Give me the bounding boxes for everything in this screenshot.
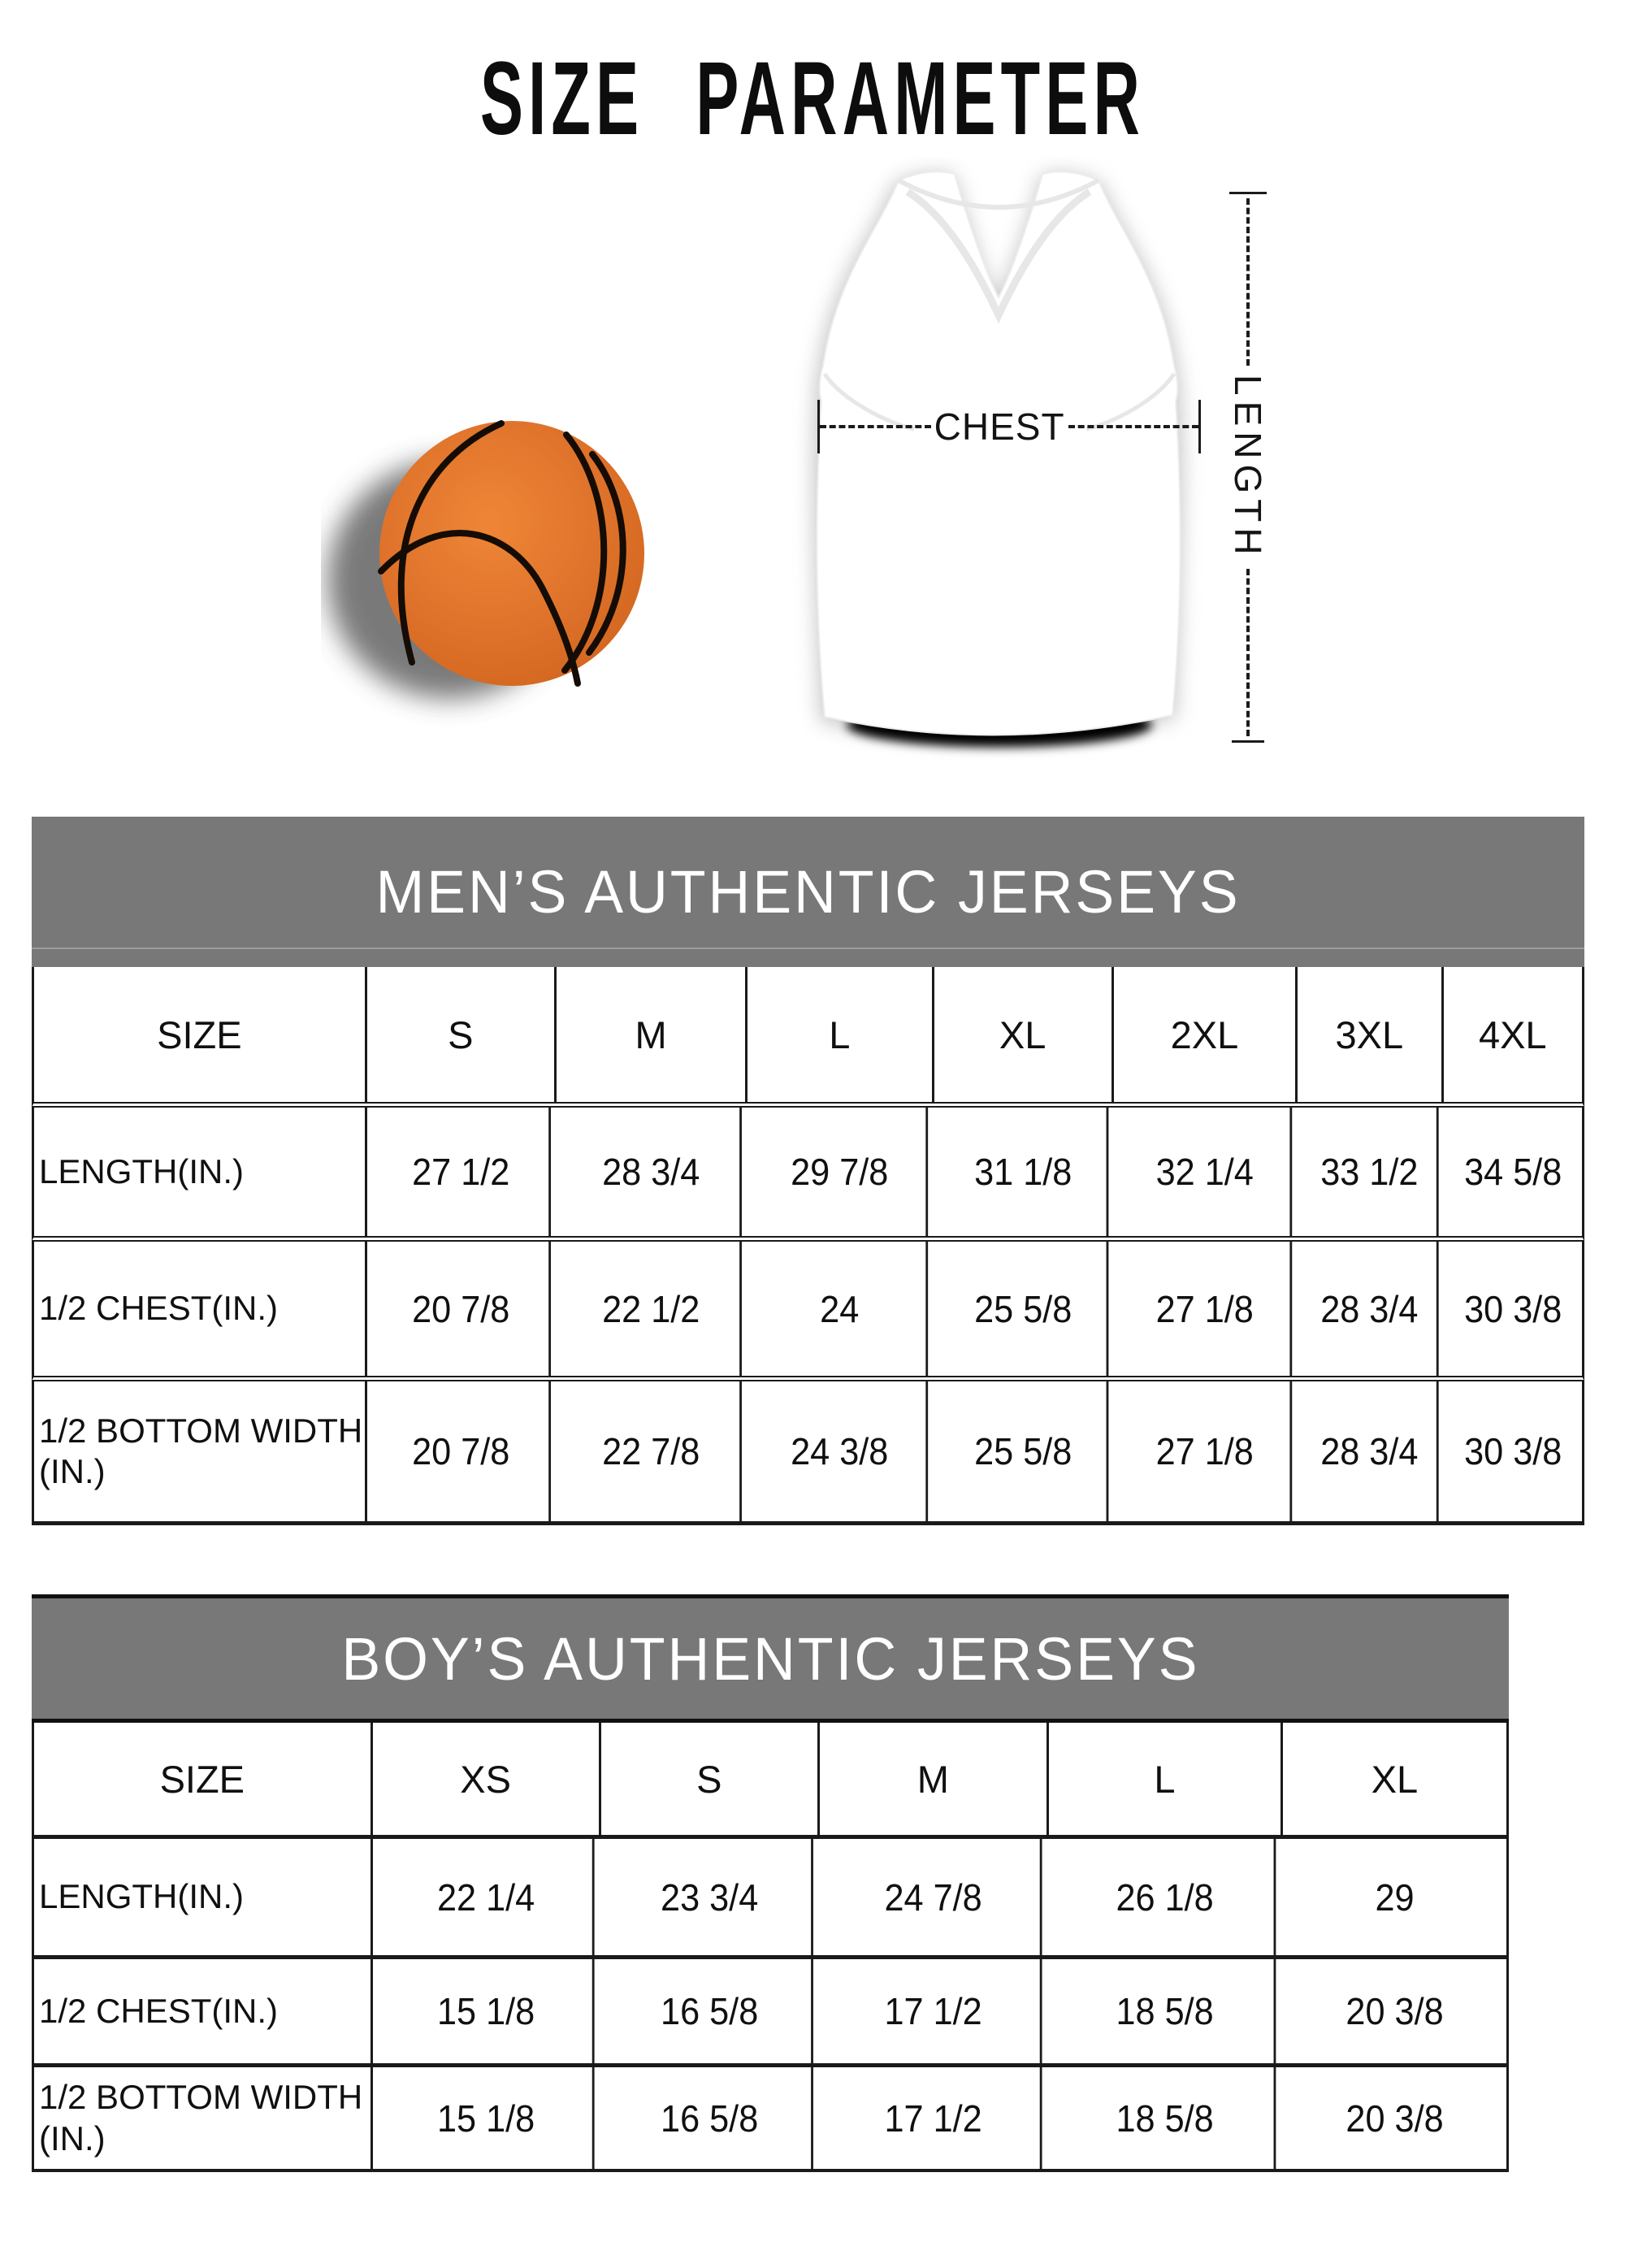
table-cell: 28 3/4 xyxy=(1302,1381,1440,1521)
mens-col-header: S xyxy=(366,967,557,1102)
table-cell: 28 3/4 xyxy=(1302,1242,1440,1376)
mens-bottom-width-row: 1/2 BOTTOM WIDTH (IN.) 20 7/8 22 7/8 24 … xyxy=(32,1381,1584,1525)
table-cell: 15 1/8 xyxy=(379,1959,595,2063)
title-bar-divider xyxy=(32,948,1584,949)
table-cell: 25 5/8 xyxy=(939,1242,1109,1376)
jersey-icon xyxy=(812,171,1183,747)
table-cell: 28 3/4 xyxy=(562,1108,743,1236)
row-label: LENGTH(IN.) xyxy=(34,1839,373,1955)
table-cell: 23 3/4 xyxy=(607,1839,813,1955)
boys-col-header: L xyxy=(1048,1723,1283,1835)
table-cell: 18 5/8 xyxy=(1055,2067,1276,2169)
mens-col-header: L xyxy=(748,967,934,1102)
boys-table-title: BOY’S AUTHENTIC JERSEYS xyxy=(340,1624,1200,1693)
table-cell: 17 1/2 xyxy=(826,1959,1042,2063)
mens-col-header: 2XL xyxy=(1113,967,1298,1102)
boys-col-header: S xyxy=(600,1723,820,1835)
length-measure-line: LENGTH xyxy=(1222,192,1274,743)
table-cell: 16 5/8 xyxy=(607,1959,813,2063)
table-cell: 20 3/8 xyxy=(1289,2067,1500,2169)
row-divider xyxy=(32,2063,1509,2067)
boys-header-row: SIZE XS S M L XL xyxy=(32,1723,1509,1835)
row-divider xyxy=(32,1236,1584,1242)
mens-chest-row: 1/2 CHEST(IN.) 20 7/8 22 1/2 24 25 5/8 2… xyxy=(32,1242,1584,1376)
table-cell: 27 1/2 xyxy=(372,1108,551,1236)
boys-col-header: XS xyxy=(372,1723,601,1835)
chest-right-tick xyxy=(1198,400,1201,453)
length-top-tick xyxy=(1229,192,1267,194)
length-dash-top xyxy=(1246,198,1250,366)
table-cell: 15 1/8 xyxy=(379,2067,595,2169)
chest-label: CHEST xyxy=(934,405,1065,448)
table-cell: 34 5/8 xyxy=(1447,1108,1578,1236)
mens-table-title: MEN’S AUTHENTIC JERSEYS xyxy=(375,858,1241,926)
chest-dash-right xyxy=(1068,425,1198,428)
row-divider xyxy=(32,1102,1584,1108)
mens-header-row: SIZE S M L XL 2XL 3XL 4XL xyxy=(32,967,1584,1102)
mens-col-header: M xyxy=(556,967,748,1102)
row-label: 1/2 CHEST(IN.) xyxy=(34,1959,373,2063)
chest-left-tick xyxy=(817,400,820,453)
table-cell: 16 5/8 xyxy=(607,2067,813,2169)
length-bottom-tick xyxy=(1232,740,1264,743)
table-cell: 27 1/8 xyxy=(1119,1381,1293,1521)
table-cell: 32 1/4 xyxy=(1119,1108,1293,1236)
table-cell: 29 xyxy=(1289,1839,1500,1955)
row-divider xyxy=(32,1376,1584,1381)
table-cell: 22 1/2 xyxy=(562,1242,743,1376)
mens-col-header: 3XL xyxy=(1298,967,1444,1102)
mens-col-header: XL xyxy=(934,967,1114,1102)
table-cell: 26 1/8 xyxy=(1055,1839,1276,1955)
boys-col-header: XL xyxy=(1282,1723,1506,1835)
boys-size-table: BOY’S AUTHENTIC JERSEYS SIZE XS S M L XL… xyxy=(32,1594,1509,2172)
table-cell: 30 3/8 xyxy=(1447,1381,1578,1521)
table-cell: 27 1/8 xyxy=(1119,1242,1293,1376)
length-dash-bottom xyxy=(1246,569,1250,736)
table-cell: 18 5/8 xyxy=(1055,1959,1276,2063)
boys-table-title-bar: BOY’S AUTHENTIC JERSEYS xyxy=(32,1594,1509,1723)
table-cell: 33 1/2 xyxy=(1302,1108,1440,1236)
table-cell: 29 7/8 xyxy=(753,1108,929,1236)
boys-col-header: SIZE xyxy=(34,1723,373,1835)
table-cell: 20 3/8 xyxy=(1289,1959,1500,2063)
mens-table-title-bar: MEN’S AUTHENTIC JERSEYS xyxy=(32,817,1584,967)
table-cell: 30 3/8 xyxy=(1447,1242,1578,1376)
boys-chest-row: 1/2 CHEST(IN.) 15 1/8 16 5/8 17 1/2 18 5… xyxy=(32,1959,1509,2063)
mens-size-table: MEN’S AUTHENTIC JERSEYS SIZE S M L XL 2X… xyxy=(32,817,1584,1525)
row-label: 1/2 CHEST(IN.) xyxy=(34,1242,367,1376)
table-cell: 22 7/8 xyxy=(562,1381,743,1521)
length-label: LENGTH xyxy=(1227,374,1269,561)
boys-length-row: LENGTH(IN.) 22 1/4 23 3/4 24 7/8 26 1/8 … xyxy=(32,1839,1509,1955)
row-divider xyxy=(32,1955,1509,1959)
table-cell: 24 xyxy=(753,1242,929,1376)
table-cell: 22 1/4 xyxy=(379,1839,595,1955)
table-cell: 25 5/8 xyxy=(939,1381,1109,1521)
row-label: 1/2 BOTTOM WIDTH (IN.) xyxy=(34,2067,373,2169)
table-cell: 20 7/8 xyxy=(372,1242,551,1376)
page-title: SIZE PARAMETER xyxy=(480,41,1145,157)
mens-col-header: SIZE xyxy=(34,967,367,1102)
table-cell: 31 1/8 xyxy=(939,1108,1109,1236)
table-cell: 17 1/2 xyxy=(826,2067,1042,2169)
chest-measure-line: CHEST xyxy=(817,400,1201,453)
table-cell: 24 3/8 xyxy=(753,1381,929,1521)
boys-col-header: M xyxy=(819,1723,1049,1835)
boys-bottom-width-row: 1/2 BOTTOM WIDTH (IN.) 15 1/8 16 5/8 17 … xyxy=(32,2067,1509,2172)
basketball-icon xyxy=(327,420,644,699)
row-label: 1/2 BOTTOM WIDTH (IN.) xyxy=(34,1381,367,1521)
table-cell: 20 7/8 xyxy=(372,1381,551,1521)
row-label: LENGTH(IN.) xyxy=(34,1108,367,1236)
mens-length-row: LENGTH(IN.) 27 1/2 28 3/4 29 7/8 31 1/8 … xyxy=(32,1108,1584,1236)
row-divider xyxy=(32,1835,1509,1839)
mens-col-header: 4XL xyxy=(1443,967,1582,1102)
chest-dash-left xyxy=(820,425,931,428)
table-cell: 24 7/8 xyxy=(826,1839,1042,1955)
